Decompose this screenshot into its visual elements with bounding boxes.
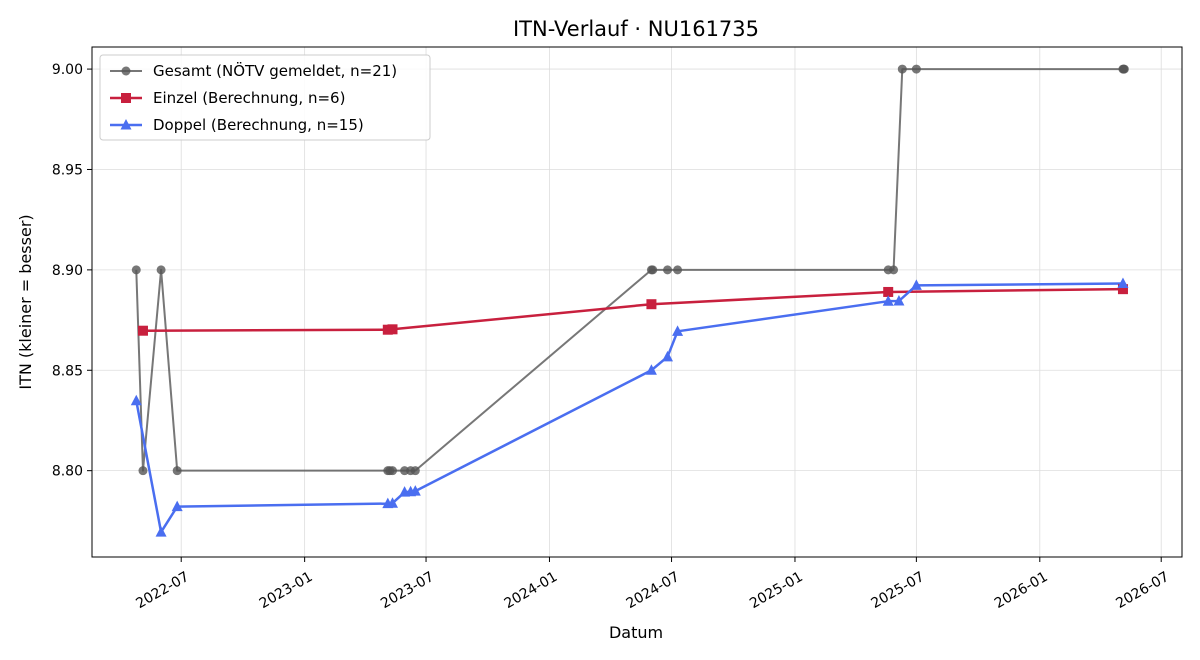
plot-frame [91,46,1183,558]
data-point-circle [663,265,673,275]
legend-label: Einzel (Berechnung, n=6) [153,89,345,107]
data-point-circle [889,265,899,275]
y-tick-label: 8.90 [52,263,83,279]
series-line-square [142,287,1123,332]
data-point-triangle [910,279,922,290]
data-point-circle [673,265,683,275]
data-point-triangle [387,497,399,508]
series-markers [130,64,1129,537]
data-point-triangle [645,364,657,375]
data-point-circle [1119,64,1129,74]
data-point-triangle [171,500,183,512]
data-point-circle [131,265,141,275]
data-point-circle [138,466,148,476]
data-point-triangle [893,294,905,306]
data-point-square [1117,284,1128,295]
y-tick-label: 9.00 [52,62,83,78]
data-point-circle [911,64,921,74]
y-tick-label: 8.95 [52,162,83,178]
legend-marker-square [121,93,131,103]
y-tick-label: 8.85 [52,363,83,379]
x-axis-label: Datum [609,623,663,642]
data-point-triangle [1117,277,1129,289]
data-point-square [137,325,148,336]
data-point-circle [897,64,907,74]
data-point-square [646,299,657,310]
data-point-triangle [130,394,142,406]
legend-marker-triangle [120,119,132,130]
legend-label: Gesamt (NÖTV gemeldet, n=21) [153,61,397,80]
data-point-circle [156,265,166,275]
legend: Gesamt (NÖTV gemeldet, n=21) Einzel (Bere… [99,54,431,141]
y-axis-label: ITN (kleiner = besser) [16,214,35,389]
data-point-circle [172,466,182,476]
chart-title: ITN-Verlauf · NU161735 [513,17,759,41]
data-point-triangle [409,485,421,496]
data-point-triangle [662,350,674,362]
y-axis-ticks: 8.80 8.85 8.90 8.95 9.00 [52,62,92,480]
data-point-circle [410,466,420,476]
data-point-circle [388,466,398,476]
data-point-square [883,286,894,297]
y-tick-label: 8.80 [52,464,83,480]
data-point-triangle [882,295,894,306]
data-point-circle [648,265,658,275]
data-point-triangle [155,526,167,537]
data-point-triangle [672,325,684,336]
legend-box [99,54,431,141]
legend-marker-circle [121,66,131,76]
legend-label: Doppel (Berechnung, n=15) [153,116,364,134]
data-point-square [387,324,398,335]
